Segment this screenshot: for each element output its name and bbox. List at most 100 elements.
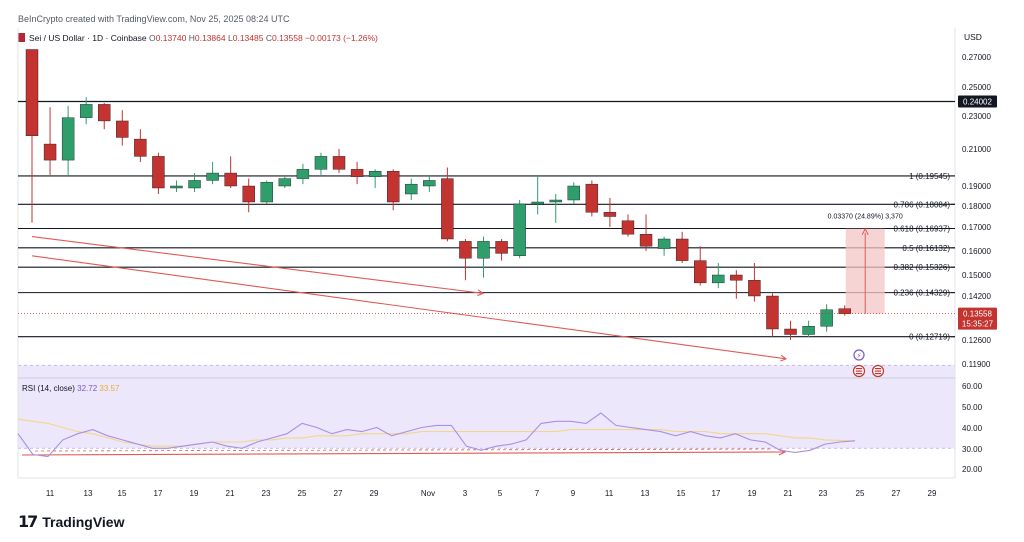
hline-price-badge <box>958 95 997 108</box>
candle[interactable] <box>441 167 454 242</box>
x-tick-label: 17 <box>154 489 163 498</box>
candle-body <box>675 238 689 261</box>
candle-body <box>314 156 328 170</box>
candle[interactable] <box>838 305 851 316</box>
candle[interactable] <box>134 129 147 162</box>
candle[interactable] <box>766 293 779 338</box>
candle[interactable] <box>224 156 237 188</box>
candle[interactable] <box>639 214 653 251</box>
candle-body <box>730 274 743 281</box>
trendline-3[interactable] <box>21 451 786 456</box>
x-tick-label: 27 <box>334 489 343 498</box>
candle[interactable] <box>748 263 761 302</box>
candle[interactable] <box>820 304 833 332</box>
candle-body <box>784 328 797 335</box>
candle[interactable] <box>332 149 346 174</box>
price-tick-label: 0.18000 <box>962 202 991 211</box>
candle-body <box>387 170 400 203</box>
candle[interactable] <box>43 107 57 175</box>
candle-body <box>260 182 273 203</box>
x-tick-label: 11 <box>46 489 55 498</box>
lightning-icon[interactable] <box>853 349 865 361</box>
candle[interactable] <box>675 231 689 263</box>
x-tick-label: 23 <box>819 489 828 498</box>
x-tick-label: 11 <box>605 489 614 498</box>
trendline-2[interactable] <box>31 255 787 360</box>
candle[interactable] <box>657 236 671 256</box>
candle[interactable] <box>25 49 39 223</box>
candle-body <box>405 183 418 195</box>
fib-label-0.5: 0.5 (0.16132) <box>902 244 950 253</box>
candle-body <box>531 201 544 205</box>
rsi-title: RSI (14, close) 32.72 33.57 <box>22 384 119 393</box>
candle[interactable] <box>278 174 292 188</box>
candle-body <box>79 104 93 118</box>
price-chart[interactable]: 1 (0.19545) 0.786 (0.18084) 0.618 (0.16937… <box>0 0 1024 500</box>
candle[interactable] <box>477 236 490 278</box>
candle[interactable] <box>549 194 562 223</box>
candle-body <box>748 280 761 297</box>
candle-body <box>61 117 75 161</box>
x-tick-label: 13 <box>84 489 93 498</box>
candle-body <box>477 241 490 259</box>
candle[interactable] <box>387 169 400 211</box>
candle-body <box>25 49 39 137</box>
candle[interactable] <box>694 246 707 286</box>
candle[interactable] <box>802 320 815 338</box>
measure-label: 0.03370 (24.89%) 3,370 <box>828 214 903 221</box>
candle-body <box>657 238 671 249</box>
candle[interactable] <box>712 263 725 289</box>
candle[interactable] <box>98 102 111 130</box>
candle[interactable] <box>784 320 797 340</box>
rsi-tick-label: 30.00 <box>962 445 983 454</box>
candle[interactable] <box>79 97 93 125</box>
candle[interactable] <box>206 161 219 185</box>
candle[interactable] <box>61 105 75 175</box>
candle[interactable] <box>350 161 364 185</box>
candle[interactable] <box>567 182 580 204</box>
candle[interactable] <box>170 180 183 192</box>
candle[interactable] <box>242 178 255 213</box>
x-tick-label: 25 <box>856 489 865 498</box>
candle[interactable] <box>405 178 418 200</box>
high-value: 0.13864 <box>194 33 226 43</box>
x-tick-label: 15 <box>677 489 686 498</box>
rsi-dashed-guide <box>34 448 771 452</box>
x-tick-label: 7 <box>535 489 540 498</box>
currency-label: USD <box>964 32 982 42</box>
candle[interactable] <box>603 198 617 227</box>
price-tick-label: 0.11900 <box>962 360 991 369</box>
candle[interactable] <box>531 174 544 215</box>
candle[interactable] <box>260 180 273 204</box>
candle[interactable] <box>116 110 129 146</box>
candle[interactable] <box>314 152 328 175</box>
price-tick-label: 0.23000 <box>962 112 991 121</box>
candle[interactable] <box>368 169 382 188</box>
candle[interactable] <box>621 214 635 237</box>
rsi-tick-label: 20.00 <box>962 465 983 474</box>
candle[interactable] <box>152 152 165 194</box>
trendline-arrow-2 <box>780 354 788 362</box>
candle[interactable] <box>513 200 526 259</box>
candle[interactable] <box>296 163 310 185</box>
low-value: 0.13485 <box>232 33 264 43</box>
candle[interactable] <box>585 180 599 217</box>
candle-body <box>549 199 562 203</box>
candle-body <box>639 233 653 247</box>
candle-body <box>43 143 57 161</box>
fib-label-0.618: 0.618 (0.16937) <box>894 225 951 234</box>
candle-body <box>802 326 815 335</box>
us-flag-stripe <box>874 368 882 370</box>
candle[interactable] <box>459 239 472 281</box>
candle[interactable] <box>188 173 201 192</box>
candle-body <box>441 178 454 240</box>
trendline-1[interactable] <box>31 236 484 294</box>
x-tick-label: 27 <box>892 489 901 498</box>
candle[interactable] <box>730 270 743 299</box>
candle[interactable] <box>423 174 436 192</box>
tradingview-logo[interactable]: 17 TradingView <box>18 512 124 531</box>
candle-body <box>170 185 183 189</box>
rsi-tick-label: 40.00 <box>962 424 983 433</box>
candle-body <box>820 309 833 327</box>
candle[interactable] <box>495 239 508 261</box>
